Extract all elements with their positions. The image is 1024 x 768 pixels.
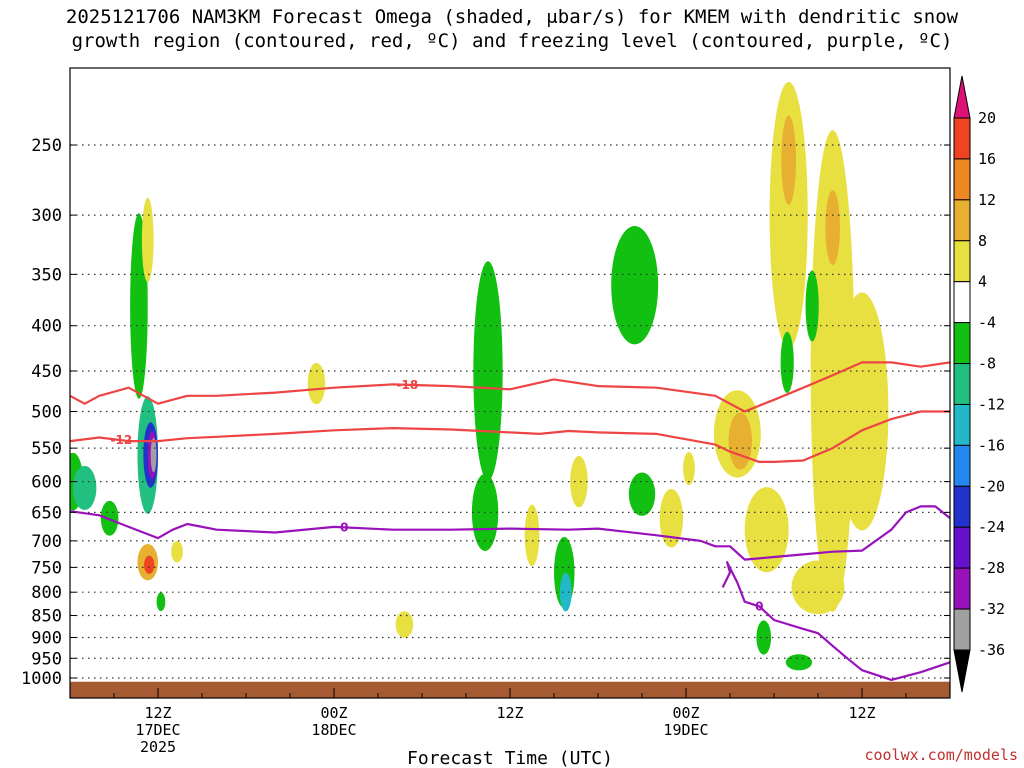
x-tick-label-18-0: 00Z [320, 704, 347, 722]
y-tick-label-400: 400 [31, 317, 62, 337]
colorbar-label-9: -20 [978, 477, 1005, 495]
y-tick-label-600: 600 [31, 473, 62, 493]
contour-line-2 [70, 505, 950, 561]
y-tick-label-750: 750 [31, 558, 62, 578]
omega-cell-14 [395, 611, 414, 638]
colorbar-box-0 [953, 117, 971, 160]
omega-cell-26 [728, 412, 752, 470]
x-tick-label-6-1: 17DEC [135, 721, 180, 739]
x-tick-label-6-2: 2025 [140, 738, 176, 756]
colorbar-box-2 [953, 199, 971, 242]
omega-cell-11 [171, 541, 183, 563]
y-tick-label-650: 650 [31, 503, 62, 523]
omega-cell-37 [785, 654, 813, 671]
omega-cell-7 [150, 437, 157, 473]
y-tick-label-350: 350 [31, 265, 62, 285]
colorbar-box-3 [953, 240, 971, 283]
x-tick-label-42-1: 19DEC [663, 721, 708, 739]
colorbar-label-4: 4 [978, 273, 987, 291]
omega-cell-18 [570, 455, 588, 508]
colorbar-box-1 [953, 158, 971, 201]
colorbar-box-11 [953, 567, 971, 610]
colorbar-box-8 [953, 444, 971, 487]
y-tick-label-500: 500 [31, 403, 62, 423]
colorbar-box-5 [953, 322, 971, 365]
y-tick-label-700: 700 [31, 532, 62, 552]
omega-cell-35 [805, 270, 819, 342]
y-tick-label-850: 850 [31, 607, 62, 627]
omega-cell-1 [72, 465, 97, 511]
colorbar-box-9 [953, 485, 971, 528]
credit-text: coolwx.com/models [864, 746, 1018, 764]
omega-shading-layer [70, 81, 889, 671]
contour-line-0 [70, 361, 950, 413]
y-tick-label-450: 450 [31, 362, 62, 382]
contour-label-1: -12 [110, 433, 132, 447]
contour-label-0: -18 [396, 378, 418, 392]
colorbar: 20 16 12 8 4 -4 -8 -12 -16 -20 -24 -28 -32 -36 [953, 75, 1005, 693]
colorbar-label-11: -28 [978, 559, 1005, 577]
colorbar-label-6: -8 [978, 355, 996, 373]
contour-label-2: 0 [340, 520, 348, 534]
chart-title-line1: 2025121706 NAM3KM Forecast Omega (shaded… [65, 6, 959, 28]
colorbar-label-3: 8 [978, 232, 987, 250]
colorbar-label-7: -12 [978, 395, 1005, 413]
y-tick-label-900: 900 [31, 628, 62, 648]
omega-cell-12 [156, 592, 166, 612]
omega-cell-27 [744, 487, 789, 573]
contour-line-3 [721, 561, 950, 681]
chart-title-line2: growth region (contoured, red, ºC) and f… [71, 30, 953, 52]
y-tick-label-950: 950 [31, 649, 62, 669]
omega-cell-36 [756, 620, 772, 655]
y-tick-label-300: 300 [31, 206, 62, 226]
y-tick-label-800: 800 [31, 583, 62, 603]
contour-layer: -18 -12 0 0 [70, 361, 950, 681]
colorbar-top-arrow [953, 75, 971, 119]
x-tick-label-30-0: 12Z [496, 704, 523, 722]
contour-line-1 [70, 410, 950, 463]
x-tick-label-18-1: 18DEC [311, 721, 356, 739]
x-tick-label-42-0: 00Z [672, 704, 699, 722]
x-axis-label: Forecast Time (UTC) [407, 748, 613, 768]
omega-cell-28 [769, 81, 808, 349]
colorbar-box-4 [953, 281, 971, 324]
colorbar-label-10: -24 [978, 518, 1005, 536]
x-tick-label-54-0: 12Z [848, 704, 875, 722]
pressure-grid-lines [70, 144, 950, 679]
omega-cell-13 [307, 362, 326, 405]
colorbar-box-12 [953, 608, 971, 651]
omega-cell-17 [524, 504, 540, 567]
omega-cell-10 [141, 197, 154, 283]
y-axis: 2503003504004505005506006507007508008509… [21, 136, 950, 689]
omega-cell-15 [473, 261, 503, 481]
omega-cell-9 [144, 555, 155, 574]
contour-label-3: 0 [755, 599, 763, 613]
colorbar-box-7 [953, 403, 971, 446]
omega-cell-23 [659, 489, 684, 548]
y-tick-label-550: 550 [31, 439, 62, 459]
colorbar-bottom-arrow [953, 649, 971, 693]
colorbar-label-8: -16 [978, 436, 1005, 454]
colorbar-label-1: 16 [978, 150, 996, 168]
colorbar-box-6 [953, 363, 971, 405]
colorbar-label-5: -4 [978, 314, 996, 332]
colorbar-box-10 [953, 526, 971, 569]
omega-cell-20 [559, 572, 572, 612]
omega-cell-21 [611, 225, 659, 345]
omega-cell-33 [791, 560, 845, 615]
colorbar-label-12: -32 [978, 600, 1005, 618]
omega-cell-22 [628, 472, 656, 516]
y-tick-label-250: 250 [31, 136, 62, 156]
omega-cell-24 [683, 451, 695, 486]
colorbar-label-2: 12 [978, 191, 996, 209]
colorbar-label-13: -36 [978, 641, 1005, 659]
omega-cell-34 [780, 331, 794, 393]
omega-cell-29 [781, 115, 797, 205]
colorbar-label-0: 20 [978, 109, 996, 127]
y-tick-label-1000: 1000 [21, 669, 62, 689]
x-tick-label-6-0: 12Z [144, 704, 171, 722]
omega-cell-31 [825, 190, 841, 266]
